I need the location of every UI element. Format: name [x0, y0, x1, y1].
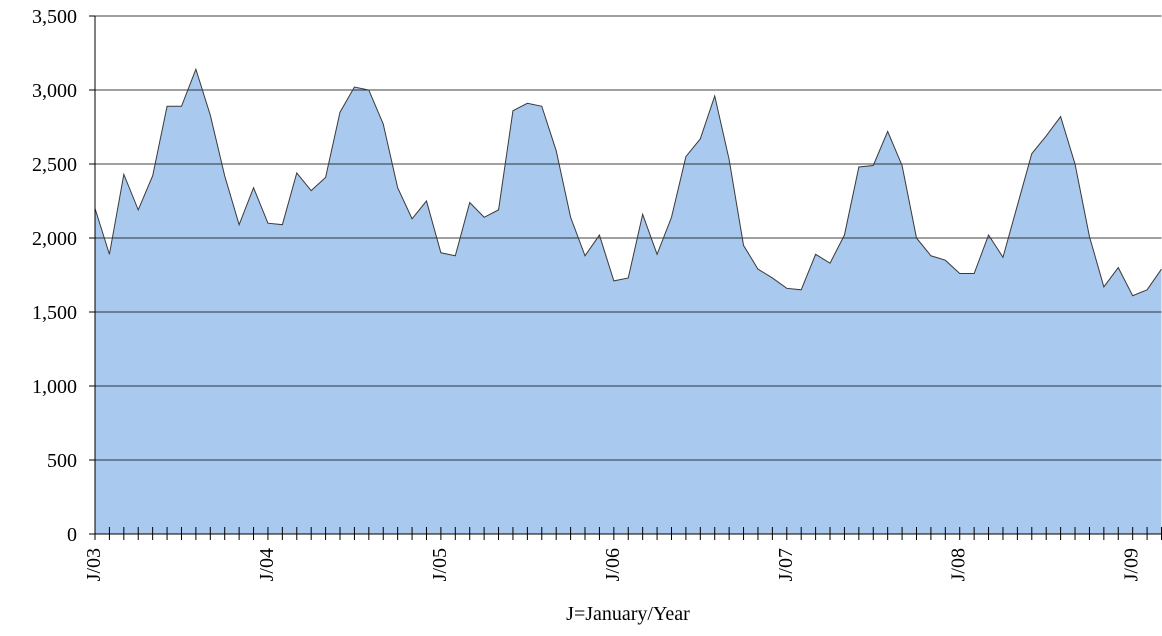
y-tick-label: 3,000 [32, 80, 77, 102]
x-tick-label: J/04 [256, 548, 278, 581]
x-tick-label: J/03 [83, 548, 105, 581]
x-tick-label: J/07 [775, 548, 797, 581]
area-fill [95, 69, 1162, 534]
x-tick-label: J/09 [1121, 548, 1143, 581]
y-tick-label: 500 [47, 450, 77, 472]
y-tick-label: 0 [67, 524, 77, 546]
x-tick-label: J/08 [948, 548, 970, 581]
y-tick-label: 2,500 [32, 154, 77, 176]
x-tick-label: J/06 [602, 548, 624, 581]
y-tick-label: 1,500 [32, 302, 77, 324]
y-tick-label: 3,500 [32, 6, 77, 28]
x-axis-title: J=January/Year [566, 603, 690, 625]
y-tick-label: 2,000 [32, 228, 77, 250]
area-line [94, 67, 1162, 297]
x-tick-label: J/05 [429, 548, 451, 581]
y-tick-label: 1,000 [32, 376, 77, 398]
